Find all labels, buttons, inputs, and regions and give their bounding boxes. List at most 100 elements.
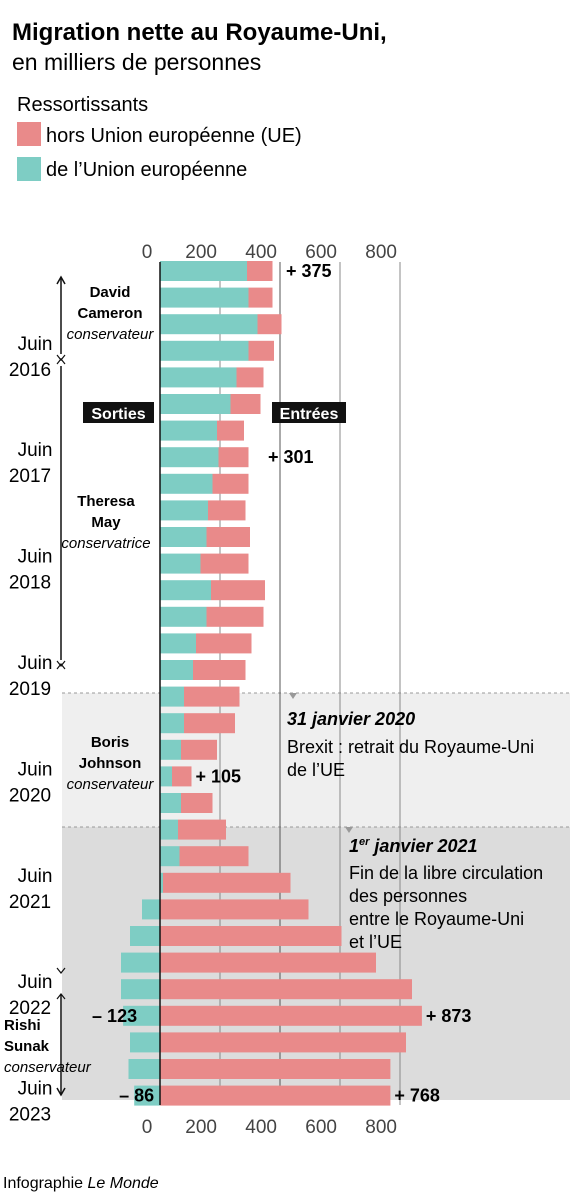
- bar-non-eu-2: [257, 314, 282, 335]
- free-movement-text-3: entre le Royaume-Uni: [349, 909, 524, 929]
- bar-eu-7: [160, 447, 219, 468]
- tick-bottom-200: 200: [185, 1117, 217, 1138]
- legend-swatch-eu: [17, 157, 41, 181]
- bar-eu-1: [160, 287, 249, 308]
- bar-eu-10: [160, 527, 207, 547]
- year-juin-2018: Juin: [18, 547, 53, 568]
- bar-eu-2: [160, 314, 258, 335]
- value-label-5: – 86: [119, 1086, 154, 1106]
- year-juin-2017: Juin: [18, 440, 53, 461]
- leader-party-3: conservateur: [4, 1059, 92, 1076]
- footer-credit: Infographie Le Monde: [3, 1175, 159, 1192]
- leader-party-0: conservateur: [67, 326, 155, 343]
- bars: [121, 261, 422, 1106]
- bar-eu-31: [134, 1085, 160, 1106]
- year-labels: Juin 2016 Juin 2017 Juin 2018 Juin 2019 Juin 2020…: [9, 334, 53, 1126]
- bar-eu-11: [160, 553, 201, 574]
- bar-eu-30: [128, 1059, 160, 1079]
- leader-name2-1: May: [91, 514, 121, 531]
- free-movement-date: 1er janvier 2021: [349, 836, 478, 856]
- bar-eu-15: [160, 660, 193, 680]
- bar-non-eu-17: [184, 713, 235, 734]
- free-movement-text-4: et l’UE: [349, 932, 402, 952]
- year-2020: 2020: [9, 785, 51, 806]
- bar-eu-25: [130, 926, 160, 946]
- brexit-date: 31 janvier 2020: [287, 709, 415, 729]
- bar-eu-27: [121, 979, 160, 1000]
- bar-eu-16: [160, 686, 184, 707]
- tick-top-200: 200: [185, 242, 217, 263]
- johnson-era-panel: [62, 693, 570, 827]
- value-label-0: + 375: [286, 261, 332, 281]
- legend-label-eu: de l’Union européenne: [46, 159, 247, 181]
- bracket-sunak-arrow: [56, 1087, 66, 1097]
- value-label-6: + 768: [394, 1086, 440, 1106]
- bar-eu-28: [123, 1005, 160, 1026]
- year-2016: 2016: [9, 360, 51, 381]
- year-2023: 2023: [9, 1105, 51, 1126]
- bracket-break-2022a: [56, 967, 66, 974]
- entrees-label: Entrées: [280, 406, 339, 423]
- bar-eu-13: [160, 606, 207, 627]
- bar-eu-12: [160, 580, 211, 601]
- bar-non-eu-19: [172, 766, 192, 787]
- bar-non-eu-7: [218, 447, 249, 468]
- value-label-4: + 873: [426, 1006, 472, 1026]
- bar-non-eu-15: [193, 660, 246, 680]
- bar-eu-14: [160, 633, 196, 654]
- bar-eu-3: [160, 340, 249, 361]
- year-juin-2023: Juin: [18, 1079, 53, 1100]
- value-label-1: + 301: [268, 447, 314, 467]
- year-2022: 2022: [9, 998, 51, 1019]
- bracket-break-2022b: [56, 993, 66, 1000]
- free-date-rest: janvier 2021: [369, 836, 477, 856]
- legend-label-non-eu: hors Union européenne (UE): [46, 125, 302, 147]
- year-juin-2016: Juin: [18, 334, 53, 355]
- leader-name2-2: Johnson: [79, 755, 142, 772]
- value-label-2: + 105: [196, 766, 242, 786]
- bar-non-eu-27: [160, 979, 412, 1000]
- bar-non-eu-14: [196, 633, 252, 654]
- free-date-num: 1: [349, 836, 359, 856]
- bar-eu-8: [160, 473, 213, 494]
- bar-non-eu-31: [160, 1085, 391, 1106]
- bar-non-eu-12: [211, 580, 265, 601]
- legend-swatch-non-eu: [17, 122, 41, 146]
- bar-eu-24: [142, 899, 160, 920]
- bar-non-eu-11: [200, 553, 249, 574]
- free-date-sup: er: [359, 836, 370, 848]
- bar-eu-21: [160, 819, 178, 840]
- footer-source: Le Monde: [88, 1175, 159, 1192]
- bar-eu-17: [160, 713, 184, 734]
- bar-non-eu-6: [217, 420, 244, 441]
- bar-non-eu-24: [160, 899, 309, 920]
- leader-name2-0: Cameron: [77, 305, 142, 322]
- bar-eu-20: [160, 793, 181, 813]
- leader-party-2: conservateur: [67, 776, 155, 793]
- bar-non-eu-8: [212, 473, 249, 494]
- bar-non-eu-9: [208, 500, 246, 521]
- leader-name1-3: Rishi: [4, 1017, 41, 1034]
- year-2021: 2021: [9, 892, 51, 913]
- tick-bottom-800: 800: [365, 1117, 397, 1138]
- bracket-break-2016: [56, 354, 66, 365]
- leader-name1-0: David: [90, 284, 131, 301]
- bar-non-eu-21: [178, 819, 226, 840]
- x-axis-bottom: 0 200 400 600 800: [142, 1117, 397, 1138]
- tick-top-800: 800: [365, 242, 397, 263]
- bar-non-eu-5: [230, 394, 261, 414]
- year-2019: 2019: [9, 679, 51, 700]
- value-labels: + 375 + 301 + 105 – 123 + 873 – 86 + 768: [92, 261, 471, 1106]
- value-label-3: – 123: [92, 1006, 137, 1026]
- tick-bottom-600: 600: [305, 1117, 337, 1138]
- leader-name2-3: Sunak: [4, 1038, 50, 1055]
- bar-eu-26: [121, 952, 160, 973]
- bar-eu-18: [160, 739, 181, 760]
- entrees-label-bg: [272, 402, 346, 423]
- bar-non-eu-4: [236, 367, 264, 388]
- sorties-label: Sorties: [91, 406, 145, 423]
- bracket-cameron-arrow: [56, 275, 66, 285]
- tick-bottom-0: 0: [142, 1117, 153, 1138]
- bar-non-eu-3: [248, 340, 274, 361]
